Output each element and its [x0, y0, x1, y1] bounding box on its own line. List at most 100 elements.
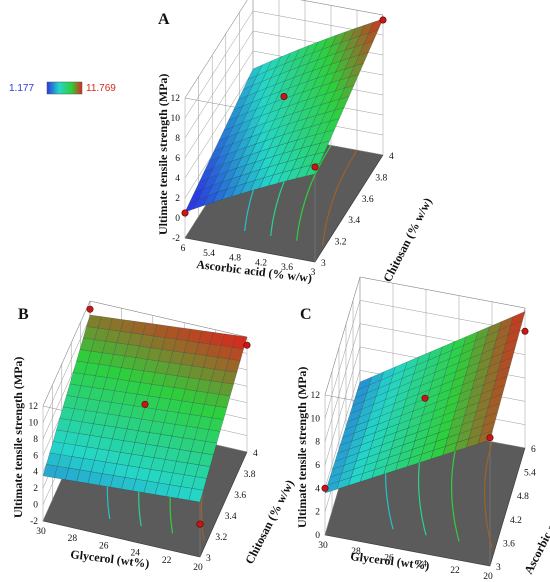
x-tick-label: 24: [130, 549, 140, 559]
x-tick-label: 5.4: [203, 249, 215, 259]
y-tick-label: 4.2: [510, 516, 522, 526]
z-tick-label: 10: [311, 414, 321, 424]
x-tick-label: 26: [384, 553, 394, 563]
panel-label-a: A: [158, 11, 170, 28]
color-legend: 1.177 11.769: [9, 81, 116, 95]
z-tick-label: 8: [33, 435, 38, 445]
z-tick-label: 0: [315, 531, 320, 541]
x-tick-label: 6: [181, 244, 186, 254]
z-tick-label: 4: [175, 174, 180, 184]
x-tick-label: 3.6: [281, 263, 293, 273]
z-tick-label: 10: [171, 114, 181, 124]
y-tick-label: 4: [389, 152, 394, 162]
x-tick-label: 28: [68, 534, 78, 544]
design-point: [486, 434, 494, 442]
y-tick-label: 5.4: [524, 469, 536, 479]
z-tick-label: 10: [29, 418, 39, 428]
floor-contour: [296, 145, 332, 241]
surface-cell: [510, 311, 526, 326]
z-tick-label: 12: [29, 402, 39, 412]
y-tick-label: 3.6: [234, 491, 246, 501]
design-point: [243, 341, 251, 349]
legend-min: 1.177: [9, 83, 34, 94]
y-tick-label: 3.4: [348, 216, 360, 226]
panel-b-z-axis-label: Ultimate tensile strength (MPa): [11, 357, 25, 518]
x-tick-label: 24: [417, 560, 427, 570]
z-tick-label: 0: [175, 214, 180, 224]
x-tick-label: 30: [318, 541, 328, 551]
z-tick-label: -2: [30, 517, 38, 527]
floor-contour: [451, 435, 460, 542]
design-point: [379, 16, 387, 24]
panel-c-surface: [324, 311, 526, 494]
surface-cell: [232, 335, 248, 349]
y-tick-label: 3.4: [225, 512, 237, 522]
panel-c-z-axis-label: Ultimate tensile strength (MPa): [295, 367, 309, 528]
y-tick-label: 6: [531, 445, 536, 455]
design-point: [86, 305, 94, 313]
x-tick-label: 20: [483, 572, 493, 582]
design-point: [181, 209, 189, 217]
panel-a-y-axis-label: Chitosan (% w/w): [380, 195, 435, 284]
x-tick-label: 22: [162, 556, 172, 566]
z-tick-label: 12: [171, 94, 181, 104]
x-tick-label: 30: [36, 527, 46, 537]
z-tick-label: 6: [175, 154, 180, 164]
panel-a: A -2 0 2 4 6 8 10 12 6 5.4 4.8 4.2 3.6 33 3.2 3.4 3.6 3.8…: [156, 0, 435, 285]
x-tick-label: 26: [99, 541, 109, 551]
z-tick-label: 6: [315, 461, 320, 471]
z-tick-label: 4: [315, 484, 320, 494]
y-tick-label: 3.8: [244, 470, 256, 480]
design-point: [141, 400, 149, 408]
y-tick-label: 3.6: [362, 195, 374, 205]
design-point: [311, 163, 319, 171]
legend-max: 11.769: [86, 83, 116, 94]
z-tick-label: 8: [315, 438, 320, 448]
panel-b: B -202468101230282624222033.23.43.63.84 …: [11, 300, 297, 573]
y-tick-label: 3: [206, 554, 211, 564]
panel-b-y-axis-label: Chitosan (% w/w): [242, 477, 297, 566]
design-point: [196, 520, 204, 528]
y-tick-label: 3.2: [335, 238, 347, 248]
design-point: [421, 394, 429, 402]
panel-a-points: [181, 16, 387, 217]
x-tick-label: 4.2: [255, 258, 267, 268]
design-point: [321, 484, 329, 492]
x-tick-label: 22: [450, 566, 460, 576]
floor-contour: [322, 149, 358, 246]
z-tick-label: -2: [172, 234, 180, 244]
panel-a-z-axis-label: Ultimate tensile strength (MPa): [156, 74, 170, 235]
y-tick-label: 3.2: [215, 533, 227, 543]
z-tick-label: 2: [175, 194, 180, 204]
x-tick-label: 28: [351, 547, 361, 557]
y-tick-label: 3.8: [375, 173, 387, 183]
panel-a-surface: [184, 18, 384, 213]
z-tick-label: 8: [175, 134, 180, 144]
panel-b-points: [86, 305, 251, 528]
y-tick-label: 3: [321, 259, 326, 269]
z-tick-label: 0: [33, 501, 38, 511]
panel-label-b: B: [18, 306, 29, 323]
panel-c-y-axis-label: Ascorbic acid (% w/w): [521, 466, 550, 576]
z-tick-label: 12: [311, 391, 321, 401]
legend-colorbar: [46, 81, 83, 95]
x-tick-label: 4.8: [229, 254, 241, 264]
panel-b-surface: [42, 314, 248, 503]
x-tick-label: 20: [193, 563, 203, 573]
panel-label-c: C: [300, 306, 312, 323]
z-tick-label: 4: [33, 468, 38, 478]
y-tick-label: 3: [496, 563, 501, 573]
z-tick-label: 2: [33, 484, 38, 494]
x-tick-label: 3: [311, 268, 316, 278]
y-tick-label: 3.6: [503, 539, 515, 549]
panel-a-ticks: -2 0 2 4 6 8 10 12 6 5.4 4.8 4.2 3.6 33 3.2 3.4 3.6 3.8 4: [171, 94, 395, 278]
floor-contour: [484, 441, 493, 548]
z-tick-label: 6: [33, 451, 38, 461]
y-tick-label: 4: [253, 449, 258, 459]
design-point: [521, 327, 529, 335]
panel-c-points: [321, 327, 529, 492]
y-tick-label: 4.8: [517, 492, 529, 502]
